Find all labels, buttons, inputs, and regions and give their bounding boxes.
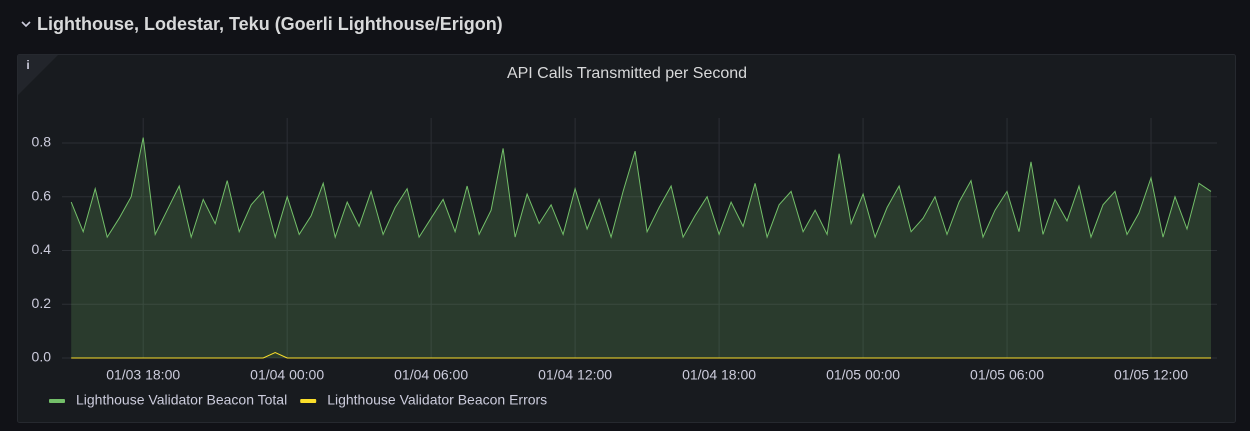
- y-tick-label: 0.2: [32, 295, 52, 311]
- row-title[interactable]: Lighthouse, Lodestar, Teku (Goerli Light…: [37, 14, 503, 34]
- x-tick-label: 01/05 06:00: [970, 367, 1044, 383]
- plot: 0.0 0.2 0.4 0.6 0.8 01/03 18:00 01/04 00:00 01/…: [32, 118, 1217, 383]
- legend-swatch: [300, 399, 317, 403]
- x-tick-label: 01/04 06:00: [394, 367, 468, 383]
- x-tick-label: 01/04 12:00: [538, 367, 612, 383]
- x-tick-label: 01/05 00:00: [826, 367, 900, 383]
- legend-label[interactable]: Lighthouse Validator Beacon Errors: [327, 392, 547, 408]
- y-tick-label: 0.8: [32, 134, 52, 150]
- x-tick-label: 01/03 18:00: [106, 367, 180, 383]
- panel: [17, 54, 1236, 423]
- y-tick-label: 0.4: [32, 241, 52, 257]
- x-tick-label: 01/04 00:00: [250, 367, 324, 383]
- series-line: [71, 352, 1211, 359]
- series-area: [71, 137, 1212, 358]
- info-corner[interactable]: [18, 55, 58, 95]
- y-tick-label: 0.6: [32, 187, 52, 203]
- info-icon[interactable]: i: [26, 58, 29, 72]
- x-tick-label: 01/04 18:00: [682, 367, 756, 383]
- chart-title: API Calls Transmitted per Second: [507, 65, 747, 82]
- y-tick-label: 0.0: [32, 349, 52, 365]
- collapse-chevron[interactable]: [21, 21, 31, 28]
- x-tick-label: 01/05 12:00: [1114, 367, 1188, 383]
- legend-label[interactable]: Lighthouse Validator Beacon Total: [76, 392, 287, 408]
- legend-swatch: [49, 399, 65, 403]
- series-line: [70, 137, 1212, 239]
